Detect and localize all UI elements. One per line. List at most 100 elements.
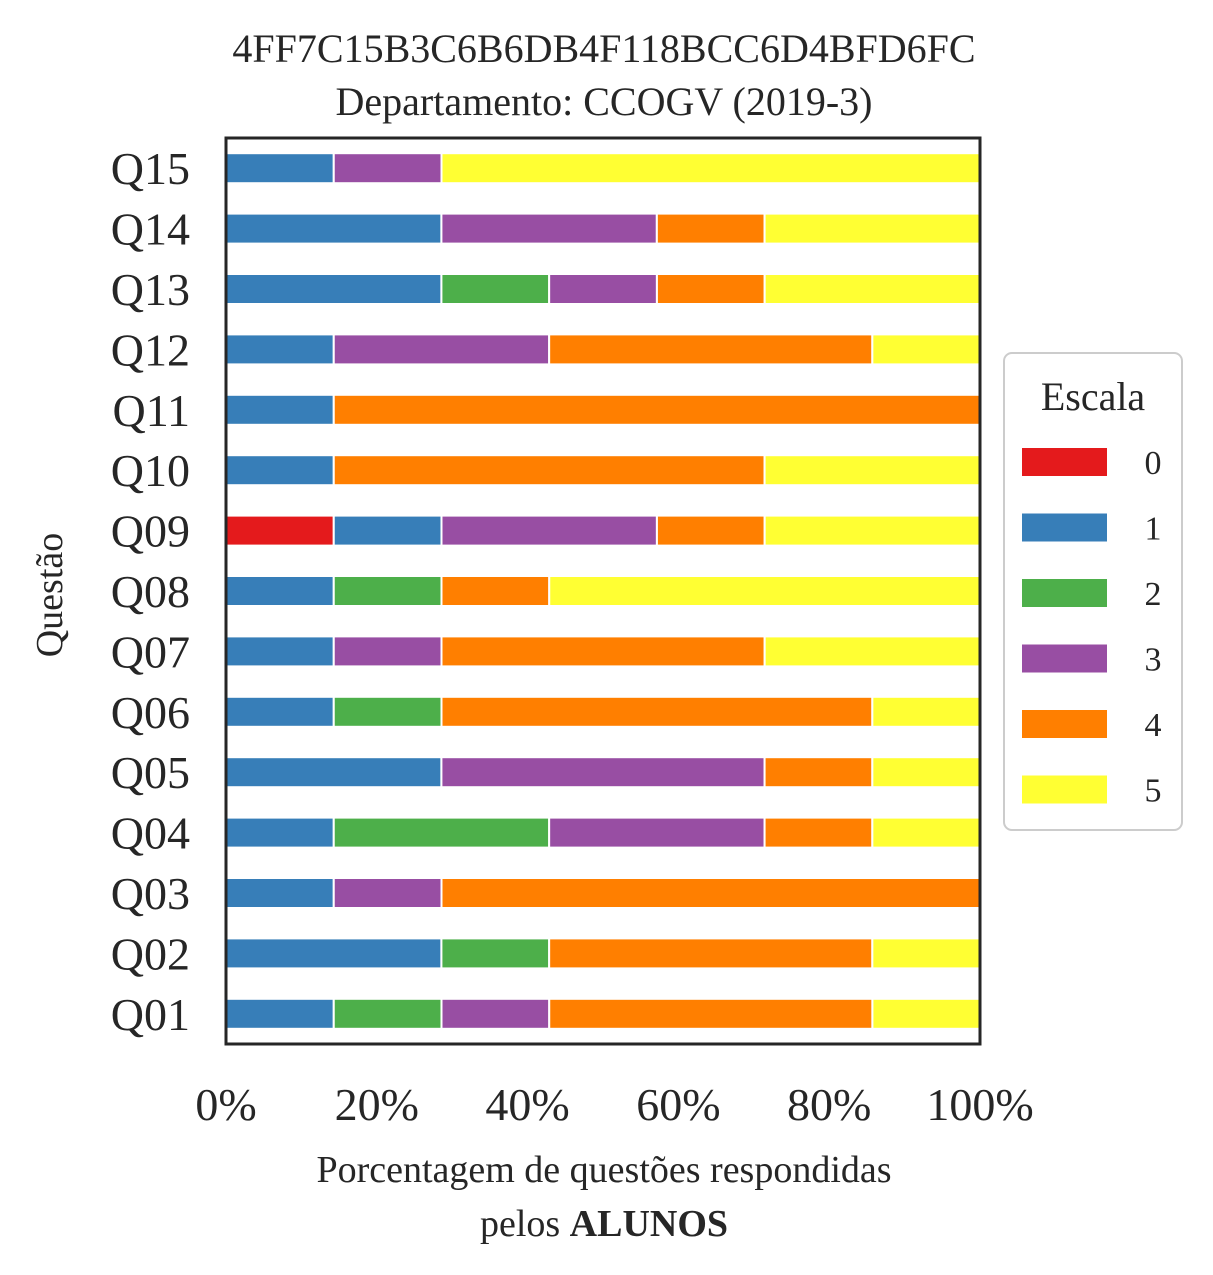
bar-q14-escala-5	[763, 212, 982, 245]
bar-q04-escala-1	[225, 816, 335, 849]
y-tick-label: Q07	[111, 626, 190, 677]
legend-label-2: 2	[1145, 576, 1162, 613]
y-tick-label: Q08	[111, 566, 190, 617]
bar-q01-escala-3	[440, 997, 551, 1030]
chart-subtitle: Departamento: CCOGV (2019-3)	[336, 79, 873, 124]
bar-q12-escala-5	[871, 333, 982, 366]
bar-q06-escala-2	[332, 695, 443, 728]
x-tick-label: 20%	[335, 1079, 419, 1130]
x-axis-label: Porcentagem de questões respondidas	[316, 1149, 891, 1191]
bars-layer	[225, 152, 982, 1030]
chart-title: 4FF7C15B3C6B6DB4F118BCC6D4BFD6FC	[232, 26, 975, 71]
bar-q04-escala-2	[332, 816, 551, 849]
x-axis-label-bold: ALUNOS	[570, 1203, 728, 1245]
bar-q13-escala-1	[225, 273, 443, 305]
bar-q01-escala-1	[225, 997, 335, 1030]
y-tick-label: Q01	[111, 989, 190, 1040]
x-tick-label: 0%	[195, 1079, 256, 1130]
bar-q08-escala-5	[548, 575, 982, 607]
bar-q13-escala-2	[440, 273, 551, 305]
y-tick-label: Q12	[111, 324, 190, 375]
y-tick-label: Q15	[111, 143, 190, 194]
y-tick-label: Q09	[111, 506, 190, 557]
bar-q09-escala-3	[440, 514, 658, 547]
y-tick-label: Q02	[111, 928, 190, 979]
bar-q09-escala-1	[332, 514, 443, 547]
bar-q07-escala-5	[763, 635, 982, 668]
legend-label-0: 0	[1145, 445, 1162, 482]
y-tick-label: Q11	[112, 385, 190, 436]
bar-q11-escala-4	[332, 393, 982, 426]
legend-swatch-3	[1022, 644, 1107, 673]
bar-q02-escala-5	[871, 937, 982, 970]
bar-q15-escala-3	[332, 152, 443, 185]
y-axis-label: Questão	[29, 533, 71, 658]
bar-q01-escala-4	[548, 997, 874, 1030]
bar-q08-escala-4	[440, 575, 551, 607]
bar-q09-escala-0	[225, 514, 335, 547]
bar-q10-escala-4	[332, 454, 766, 487]
bar-q10-escala-5	[763, 454, 982, 487]
bar-q05-escala-5	[871, 756, 982, 789]
bar-q12-escala-1	[225, 333, 335, 366]
bar-q03-escala-1	[225, 877, 335, 909]
bar-q13-escala-5	[763, 273, 982, 305]
legend-swatch-5	[1022, 775, 1107, 804]
legend: Escala 0 1 2 3 4 5	[1003, 352, 1183, 831]
legend-title: Escala	[1041, 374, 1146, 419]
bar-q13-escala-4	[655, 273, 766, 305]
x-axis-label-line2: pelos ALUNOS	[480, 1203, 728, 1245]
bar-q14-escala-3	[440, 212, 658, 245]
bar-q04-escala-4	[763, 816, 874, 849]
bar-q12-escala-4	[548, 333, 874, 366]
bar-q01-escala-2	[332, 997, 443, 1030]
y-tick-label: Q04	[111, 808, 190, 859]
bar-q02-escala-1	[225, 937, 443, 970]
bar-q15-escala-5	[440, 152, 982, 185]
bar-q15-escala-1	[225, 152, 335, 185]
bar-q03-escala-3	[332, 877, 443, 909]
y-tick-label: Q10	[111, 445, 190, 496]
legend-swatch-4	[1022, 710, 1107, 738]
bar-q01-escala-5	[871, 997, 982, 1030]
y-tick-labels: Q01 Q02 Q03 Q04 Q05 Q06 Q07 Q08 Q09 Q10 Q11 Q12 Q13 Q…	[111, 143, 190, 1040]
y-tick-label: Q03	[111, 868, 190, 919]
legend-swatch-1	[1022, 513, 1107, 542]
x-tick-label: 40%	[485, 1079, 569, 1130]
y-tick-label: Q14	[111, 204, 190, 255]
legend-entries: 0 1 2 3 4 5	[1022, 445, 1162, 810]
y-tick-label: Q13	[111, 264, 190, 315]
x-tick-labels: 0% 20% 40% 60% 80% 100%	[195, 1079, 1033, 1130]
bar-q11-escala-1	[225, 393, 335, 426]
bar-q05-escala-3	[440, 756, 766, 789]
legend-swatch-2	[1022, 579, 1107, 607]
bar-q09-escala-4	[655, 514, 766, 547]
legend-label-4: 4	[1145, 707, 1162, 744]
y-tick-label: Q06	[111, 687, 190, 738]
legend-swatch-0	[1022, 448, 1107, 476]
bar-q14-escala-1	[225, 212, 443, 245]
bar-q07-escala-4	[440, 635, 766, 668]
bar-q07-escala-3	[332, 635, 443, 668]
x-tick-label: 60%	[636, 1079, 720, 1130]
bar-q07-escala-1	[225, 635, 335, 668]
x-tick-label: 80%	[787, 1079, 871, 1130]
bar-q09-escala-5	[763, 514, 982, 547]
bar-q08-escala-1	[225, 575, 335, 607]
bar-q03-escala-4	[440, 877, 982, 909]
bar-q05-escala-4	[763, 756, 874, 789]
legend-label-3: 3	[1145, 642, 1162, 679]
legend-label-1: 1	[1145, 511, 1162, 548]
bar-q02-escala-4	[548, 937, 874, 970]
bar-q08-escala-2	[332, 575, 443, 607]
bar-q12-escala-3	[332, 333, 551, 366]
y-tick-label: Q05	[111, 747, 190, 798]
bar-q05-escala-1	[225, 756, 443, 789]
bar-q14-escala-4	[655, 212, 766, 245]
bar-q06-escala-5	[871, 695, 982, 728]
x-axis-label-prefix: pelos	[480, 1203, 570, 1245]
bar-q04-escala-3	[548, 816, 766, 849]
legend-label-5: 5	[1145, 773, 1162, 810]
bar-q04-escala-5	[871, 816, 982, 849]
